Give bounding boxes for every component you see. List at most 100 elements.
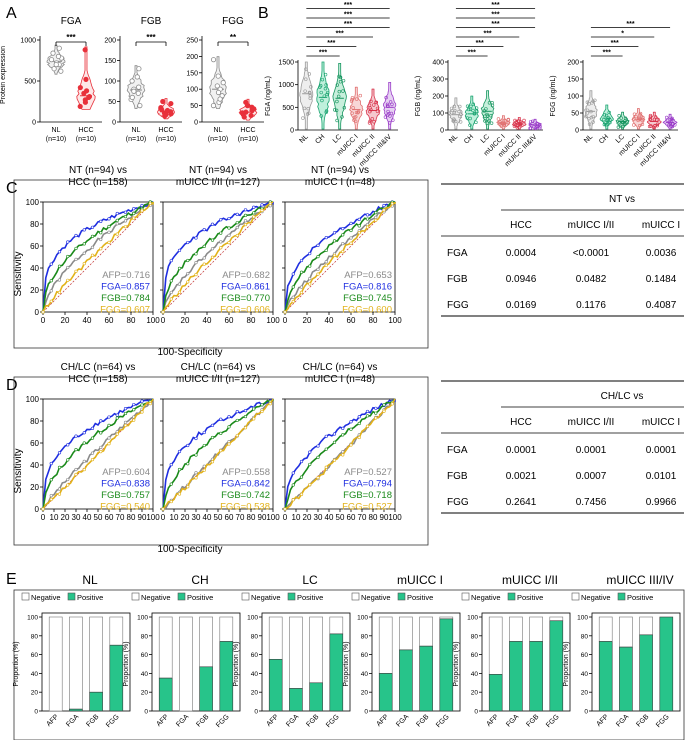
roc-point [57, 250, 62, 254]
roc-point [316, 444, 320, 448]
roc-point [194, 476, 198, 480]
data-point [325, 92, 329, 97]
roc-point [49, 289, 53, 293]
roc-point [227, 415, 231, 419]
bar-positive-AFP [158, 677, 173, 712]
data-point [388, 114, 392, 118]
roc-title: CH/LC (n=64) vs [303, 362, 378, 373]
roc-curve-FGB [284, 201, 396, 313]
roc-point [357, 435, 361, 440]
group-label: HCC [158, 127, 173, 134]
data-point [168, 111, 174, 117]
data-point [354, 97, 359, 101]
data-point [214, 83, 220, 89]
roc-point [308, 264, 312, 268]
panel-b-ylabel: FGB (ng/mL) [415, 76, 422, 116]
roc-point [365, 225, 370, 229]
y-tick-label: 150 [186, 70, 198, 77]
roc-point [210, 247, 215, 251]
roc-point [332, 440, 337, 444]
roc-point [107, 436, 111, 440]
panel-b-ylabel: FGG (ng/mL) [550, 75, 557, 116]
data-point [341, 78, 346, 83]
group-label: NL [132, 127, 141, 134]
data-point [335, 99, 339, 104]
data-point [587, 102, 591, 106]
roc-point [177, 492, 182, 496]
roc-point [99, 231, 103, 235]
legend-label: Positive [407, 593, 433, 602]
roc-point [374, 211, 378, 215]
y-tick-label: 300 [432, 77, 444, 84]
x-tick-label: 90 [138, 513, 147, 522]
x-tick-label: 90 [258, 513, 267, 522]
panel-e-chart-2: LC Negative Positive Proportion (%) 0 20 40 60 8… [233, 573, 351, 729]
y-tick-label: 0 [584, 709, 588, 716]
roc-point [66, 240, 70, 244]
table-cell: 0.0482 [576, 274, 607, 285]
x-tick-label: 0 [161, 513, 166, 522]
roc-point [210, 255, 215, 259]
roc-point [349, 420, 353, 424]
table-row-label: FGB [447, 274, 468, 285]
table-cell: 0.0169 [506, 300, 537, 311]
roc-point [194, 252, 198, 256]
data-point [319, 114, 323, 118]
roc-point [219, 417, 223, 421]
sig-label: *** [319, 50, 327, 57]
x-tick-label: 80 [369, 316, 378, 325]
panel-letter-A: A [6, 5, 17, 22]
data-point [137, 103, 143, 109]
roc-point [57, 278, 62, 282]
x-tick-label: 30 [314, 513, 323, 522]
roc-point [202, 468, 206, 472]
legend-label: Positive [517, 593, 543, 602]
x-tick-label: 40 [325, 513, 334, 522]
data-point [593, 98, 597, 102]
roc-point [194, 236, 198, 240]
bar-positive-FGG [109, 644, 124, 712]
roc-point [123, 411, 128, 416]
data-point [668, 121, 672, 125]
y-tick-label: 0 [112, 120, 116, 127]
panel-a-chart-FGG: FGG 0 50 100 150 200 250 NL (n=10) HCC (n=10) ** [186, 16, 264, 143]
data-point [341, 89, 345, 93]
roc-point [90, 245, 95, 249]
roc-point [227, 240, 231, 245]
data-point [482, 109, 487, 113]
y-tick-label: 20 [361, 690, 369, 697]
data-point [168, 100, 174, 107]
data-point [538, 125, 542, 129]
roc-point [341, 426, 345, 430]
bar-negative-FGB [419, 616, 433, 647]
roc-point [57, 492, 62, 496]
data-point [632, 117, 636, 121]
table-cell: 0.0021 [506, 471, 537, 482]
roc-point [194, 453, 198, 457]
panel-e-title: mUICC I/II [502, 573, 558, 587]
y-tick-label: 200 [567, 60, 579, 67]
bar-positive-FGB [199, 666, 213, 712]
table-title: NT vs [609, 194, 635, 205]
roc-title: NT (n=94) vs [311, 165, 369, 176]
data-point [324, 83, 328, 87]
table-cell: 0.0036 [646, 248, 677, 259]
y-tick-label: 80 [251, 633, 259, 640]
roc-title: NT (n=94) vs [69, 165, 127, 176]
panel-a-title: FGB [141, 16, 162, 27]
bar-negative-FGA [619, 616, 633, 648]
roc-point [291, 272, 295, 276]
legend-swatch-negative [461, 592, 470, 601]
y-tick-label: 100 [577, 615, 588, 622]
roc-point [82, 261, 86, 266]
data-point [358, 93, 363, 98]
data-point [638, 113, 642, 117]
auc-label-FGB: FGB=0.742 [221, 490, 270, 501]
roc-point [57, 451, 62, 455]
y-tick-label: 60 [581, 652, 589, 659]
auc-label-FGG: FGG=0.527 [342, 502, 392, 513]
bar-negative-FGA [69, 616, 83, 710]
data-point [53, 61, 59, 68]
